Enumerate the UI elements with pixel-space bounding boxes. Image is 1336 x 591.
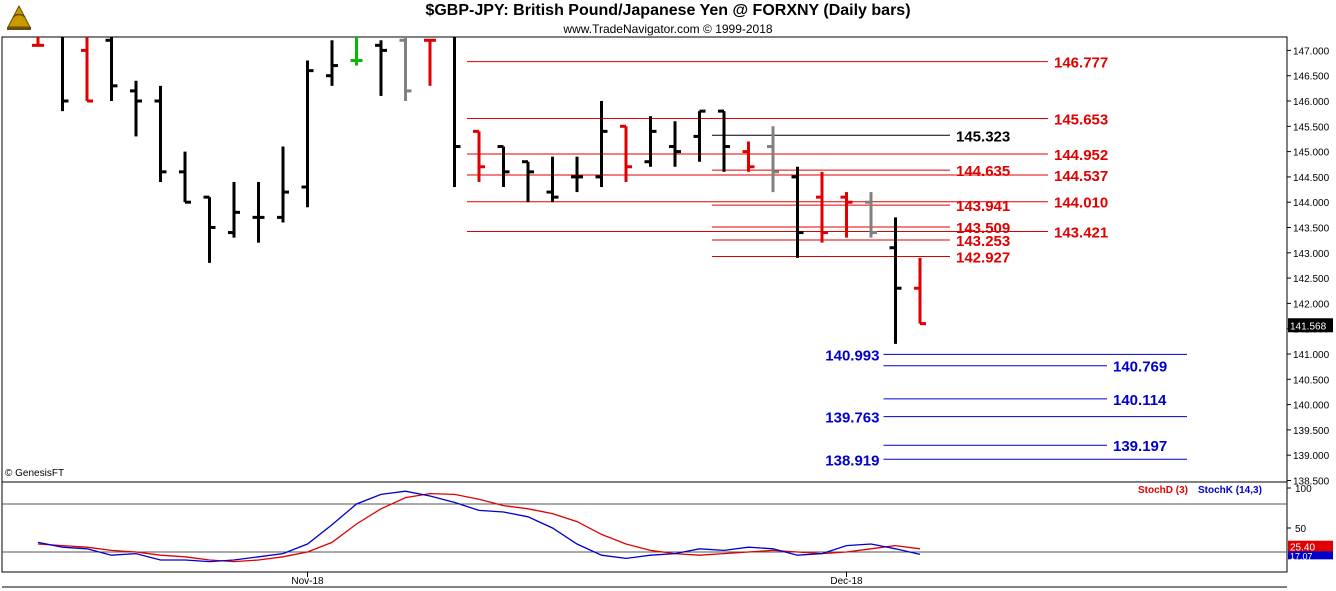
- stoch-d-value: 25.40: [1290, 543, 1315, 554]
- chart-title: $GBP-JPY: British Pound/Japanese Yen @ F…: [425, 2, 911, 19]
- last-price-tag: [1288, 318, 1333, 333]
- level-label-143-941: 143.941: [956, 198, 1010, 215]
- level-label-144-010: 144.010: [1054, 195, 1108, 212]
- stoch-k-value: 17.07: [1290, 551, 1313, 561]
- level-label-145-653: 145.653: [1054, 112, 1108, 129]
- last-price-value: 141.568: [1290, 321, 1327, 332]
- level-label-144-952: 144.952: [1054, 147, 1108, 164]
- level-label-144-635: 144.635: [956, 163, 1010, 180]
- price-axis-label: 139.000: [1293, 451, 1330, 462]
- level-label-143-421: 143.421: [1054, 224, 1108, 241]
- price-axis-label: 144.000: [1293, 198, 1330, 209]
- title-bar: $GBP-JPY: British Pound/Japanese Yen @ F…: [0, 0, 1336, 36]
- level-label-138-919: 138.919: [825, 452, 879, 469]
- date-axis-label: Nov-18: [291, 576, 324, 587]
- price-axis-label: 146.500: [1293, 72, 1330, 83]
- price-axis-label: 141.000: [1293, 350, 1330, 361]
- stochastic-panel-frame: [1, 481, 1288, 573]
- copyright-label: © GenesisFT: [5, 468, 65, 479]
- level-label-140-114: 140.114: [1113, 392, 1167, 409]
- stoch-axis-label: 50: [1295, 524, 1307, 535]
- price-axis-label: 143.500: [1293, 224, 1330, 235]
- stoch-k-value-tag: [1288, 551, 1333, 560]
- price-axis-label: 140.000: [1293, 401, 1330, 412]
- level-label-145-323: 145.323: [956, 128, 1010, 145]
- stoch-axis-label: 100: [1295, 484, 1312, 495]
- level-label-144-537: 144.537: [1054, 168, 1108, 185]
- price-axis-label: 139.500: [1293, 426, 1330, 437]
- level-label-142-927: 142.927: [956, 249, 1010, 266]
- stoch-series-line-k: [37, 490, 921, 563]
- price-axis-label: 144.500: [1293, 173, 1330, 184]
- price-axis-label: 145.000: [1293, 148, 1330, 159]
- price-axis-label: 142.000: [1293, 299, 1330, 310]
- legend-stochd: StochD (3): [1138, 485, 1188, 496]
- level-label-140-769: 140.769: [1113, 359, 1167, 376]
- price-axis-label: 145.500: [1293, 122, 1330, 133]
- legend-stochk: StochK (14,3): [1198, 485, 1262, 496]
- level-label-139-763: 139.763: [825, 410, 879, 427]
- level-label-140-993: 140.993: [825, 347, 879, 364]
- price-panel-frame: [1, 36, 1288, 483]
- level-label-146-777: 146.777: [1054, 55, 1108, 72]
- price-axis-label: 142.500: [1293, 274, 1330, 285]
- price-axis-label: 147.000: [1293, 46, 1330, 57]
- stoch-d-value-tag: [1288, 540, 1333, 553]
- date-axis-label: Dec-18: [830, 576, 863, 587]
- price-axis-label: 138.500: [1293, 477, 1330, 488]
- level-label-143-509: 143.509: [956, 220, 1010, 237]
- genesis-pyramid-logo-icon: [7, 4, 31, 30]
- price-axis-label: 146.000: [1293, 97, 1330, 108]
- level-label-143-253: 143.253: [956, 233, 1010, 250]
- chart-subtitle: www.TradeNavigator.com © 1999-2018: [563, 22, 773, 36]
- level-label-139-197: 139.197: [1113, 438, 1167, 455]
- stoch-series-line-d: [37, 492, 921, 563]
- price-axis-label: 140.500: [1293, 375, 1330, 386]
- price-axis-label: 143.000: [1293, 249, 1330, 260]
